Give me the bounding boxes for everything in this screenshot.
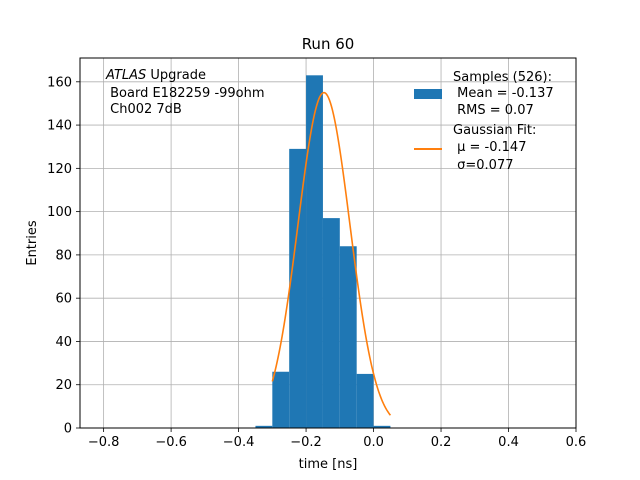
legend-histogram-title: Samples (526): (453, 70, 552, 85)
histogram-bar (272, 371, 290, 428)
x-tick-label: 0.4 (498, 435, 519, 450)
legend-fit-mu: μ = -0.147 (453, 140, 526, 155)
histogram-bar (339, 246, 357, 428)
legend-fit-title: Gaussian Fit: (453, 123, 536, 138)
legend-histogram-rms: RMS = 0.07 (453, 103, 534, 118)
chart-title: Run 60 (302, 35, 355, 53)
y-tick-label: 20 (55, 378, 72, 393)
axis-ticks: −0.8 −0.6 −0.4 −0.2 0.0 0.2 0.4 0.6 0 20 40 60 80 100… (47, 75, 586, 450)
x-tick-label: 0.6 (566, 435, 587, 450)
x-tick-label: −0.8 (88, 435, 120, 450)
x-tick-label: 0.2 (431, 435, 452, 450)
y-tick-label: 60 (55, 292, 72, 307)
x-tick-label: −0.2 (290, 435, 322, 450)
plot-frame (79, 57, 577, 429)
board-label: Board E182259 -99ohm (106, 86, 265, 101)
x-tick-label: 0.0 (363, 435, 384, 450)
atlas-label-line-1: ATLAS Upgrade (105, 68, 206, 83)
histogram-bar (373, 425, 391, 428)
atlas-annotation: ATLAS Upgrade Board E182259 -99ohm Ch002… (105, 68, 265, 117)
histogram-bar (322, 218, 340, 428)
legend-histogram-swatch (414, 89, 442, 99)
y-tick-label: 80 (55, 248, 72, 263)
histogram-bar (255, 425, 273, 428)
histogram-bars (255, 75, 391, 429)
y-axis-label: Entries (25, 220, 40, 266)
gaussian-fit-curve (271, 91, 392, 416)
histogram-bar (289, 148, 307, 428)
y-tick-label: 100 (47, 205, 72, 220)
y-tick-label: 160 (47, 75, 72, 90)
x-tick-label: −0.6 (155, 435, 187, 450)
atlas-italic: ATLAS (105, 68, 146, 83)
legend-fit-sigma: σ=0.077 (453, 158, 513, 173)
atlas-upgrade: Upgrade (146, 68, 206, 83)
legend-histogram-mean: Mean = -0.137 (453, 86, 554, 101)
y-tick-label: 0 (64, 422, 72, 437)
y-tick-label: 40 (55, 335, 72, 350)
y-tick-label: 140 (47, 119, 72, 134)
histogram-bar (356, 373, 374, 428)
x-axis-label: time [ns] (299, 457, 358, 472)
histogram-bar (306, 75, 323, 429)
y-tick-label: 120 (47, 162, 72, 177)
channel-label: Ch002 7dB (106, 102, 182, 117)
x-tick-label: −0.4 (223, 435, 255, 450)
legend: Samples (526): Mean = -0.137 RMS = 0.07 … (414, 70, 554, 173)
